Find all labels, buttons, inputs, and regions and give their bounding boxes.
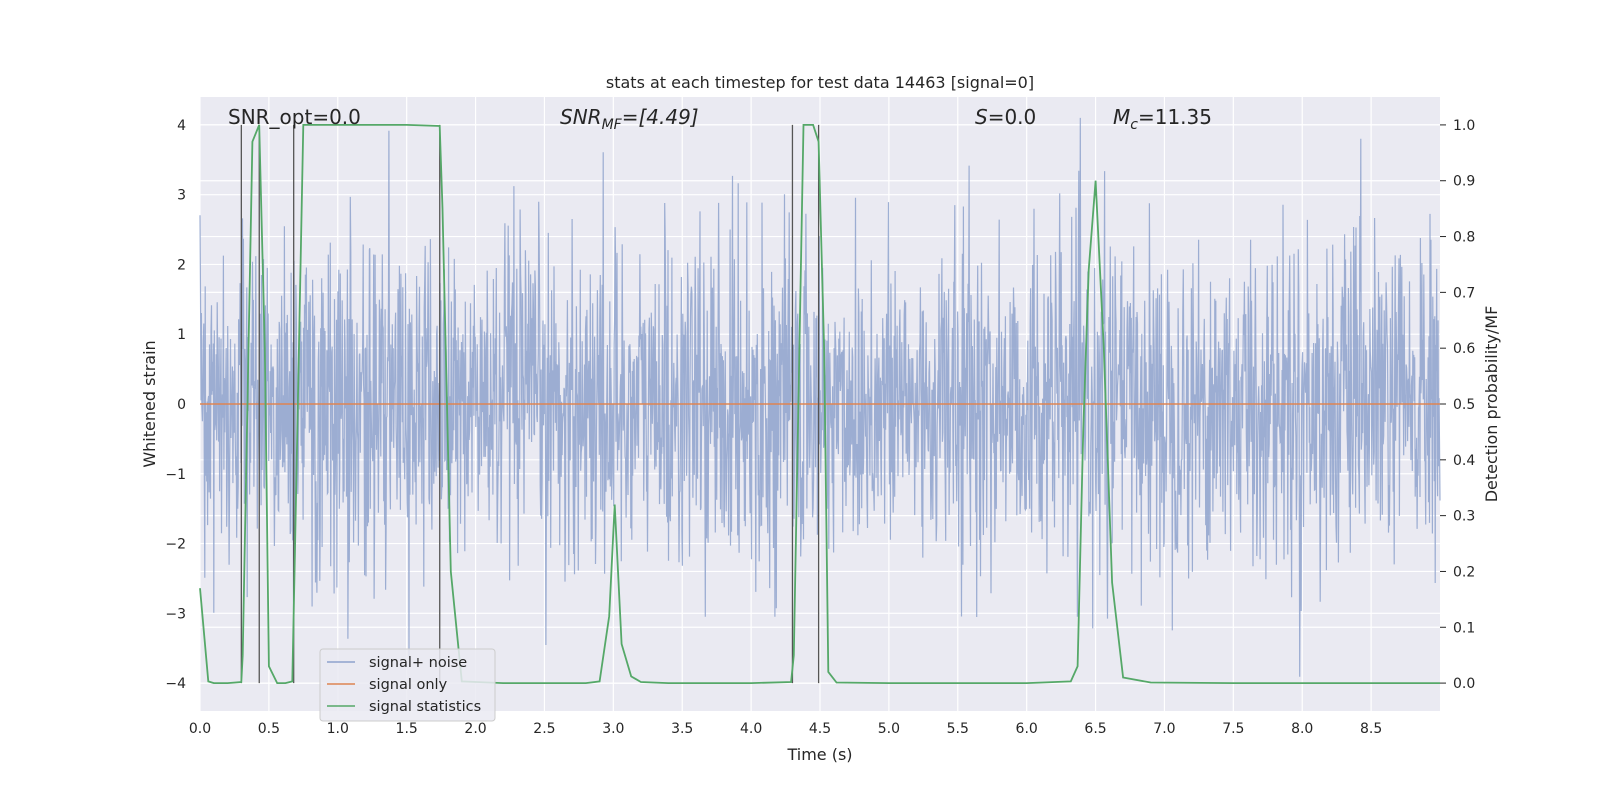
y-tick-label: −3	[165, 606, 186, 622]
legend: signal+ noise signal only signal statist…	[319, 648, 496, 722]
mc-value: =11.35	[1138, 105, 1212, 129]
right-tick-label: 0.6	[1453, 341, 1475, 357]
x-tick-label: 8.0	[1291, 721, 1313, 737]
snr-mf-subscript: MF	[602, 117, 623, 133]
y-tick-label: 2	[177, 257, 186, 273]
right-tick-label: 1.0	[1453, 118, 1475, 134]
y-tick-label: −2	[165, 537, 186, 553]
x-tick-label: 2.0	[464, 721, 486, 737]
x-tick-label: 4.5	[809, 721, 831, 737]
annotation-mc: Mc=11.35	[1113, 105, 1212, 133]
x-tick-label: 4.0	[740, 721, 762, 737]
s-value: =0.0	[988, 105, 1037, 129]
right-tick-label: 0.3	[1453, 509, 1475, 525]
y-tick-label: 4	[177, 118, 186, 134]
y-tick-label: 0	[177, 397, 186, 413]
right-tick-label: 0.4	[1453, 453, 1475, 469]
right-axis-title: Detection probability/MF	[1482, 306, 1501, 503]
annotation-snr-mf: SNRMF=[4.49]	[560, 105, 699, 133]
right-tick-label: 0.8	[1453, 230, 1475, 246]
annotation-s: S=0.0	[975, 105, 1036, 129]
y-axis-title: Whitened strain	[140, 340, 159, 467]
x-tick-label: 0.0	[189, 721, 211, 737]
mc-subscript: c	[1130, 117, 1138, 133]
x-tick-label: 7.0	[1153, 721, 1175, 737]
legend-label-signal-only: signal only	[369, 677, 448, 693]
mc-name: M	[1113, 105, 1130, 129]
signal-statistics-line	[199, 124, 1440, 684]
right-tick-label: 0.1	[1453, 620, 1475, 636]
right-tick-label: 0.9	[1453, 174, 1475, 190]
right-tick-label: 0.2	[1453, 564, 1475, 580]
right-tick-label: 0.5	[1453, 397, 1475, 413]
x-tick-label: 1.0	[327, 721, 349, 737]
y-tick-label: −1	[165, 467, 186, 483]
right-tick-label: 0.7	[1453, 285, 1475, 301]
signal-noise-line	[199, 117, 1441, 677]
annotation-snr-opt: SNR_opt=0.0	[228, 105, 361, 129]
y-tick-label: 1	[177, 327, 186, 343]
legend-label-signal-statistics: signal statistics	[369, 699, 481, 715]
x-tick-label: 1.5	[396, 721, 418, 737]
x-tick-label: 6.5	[1084, 721, 1106, 737]
x-tick-label: 0.5	[258, 721, 280, 737]
x-tick-label: 8.5	[1360, 721, 1382, 737]
y-tick-label: 3	[177, 188, 186, 204]
x-tick-label: 3.5	[671, 721, 693, 737]
s-name: S	[975, 105, 988, 129]
chart-title: stats at each timestep for test data 144…	[606, 73, 1034, 92]
x-tick-label: 6.0	[1016, 721, 1038, 737]
x-tick-label: 7.5	[1222, 721, 1244, 737]
snr-mf-name: SNR	[560, 105, 602, 129]
signal-noise-series	[199, 117, 1441, 677]
snr-mf-value: =[4.49]	[622, 105, 699, 129]
x-tick-label: 5.5	[947, 721, 969, 737]
y-axis-ticks: 4 3 2 1 0 −1 −2 −3 −4	[165, 118, 186, 692]
legend-box	[319, 648, 496, 722]
x-axis-title: Time (s)	[786, 745, 852, 764]
right-axis-ticks: 1.0 0.9 0.8 0.7 0.6 0.5 0.4 0.3 0.2 0.1 0.0	[1440, 118, 1475, 692]
right-tick-label: 0.0	[1453, 676, 1475, 692]
x-tick-label: 5.0	[878, 721, 900, 737]
legend-label-signal-noise: signal+ noise	[369, 655, 467, 671]
x-axis-ticks: 0.0 0.5 1.0 1.5 2.0 2.5 3.0 3.5 4.0 4.5 5.0 5.5 6.0 6…	[189, 721, 1382, 737]
y-tick-label: −4	[165, 676, 186, 692]
signal-statistics-series	[199, 124, 1440, 684]
x-tick-label: 2.5	[533, 721, 555, 737]
x-tick-label: 3.0	[602, 721, 624, 737]
